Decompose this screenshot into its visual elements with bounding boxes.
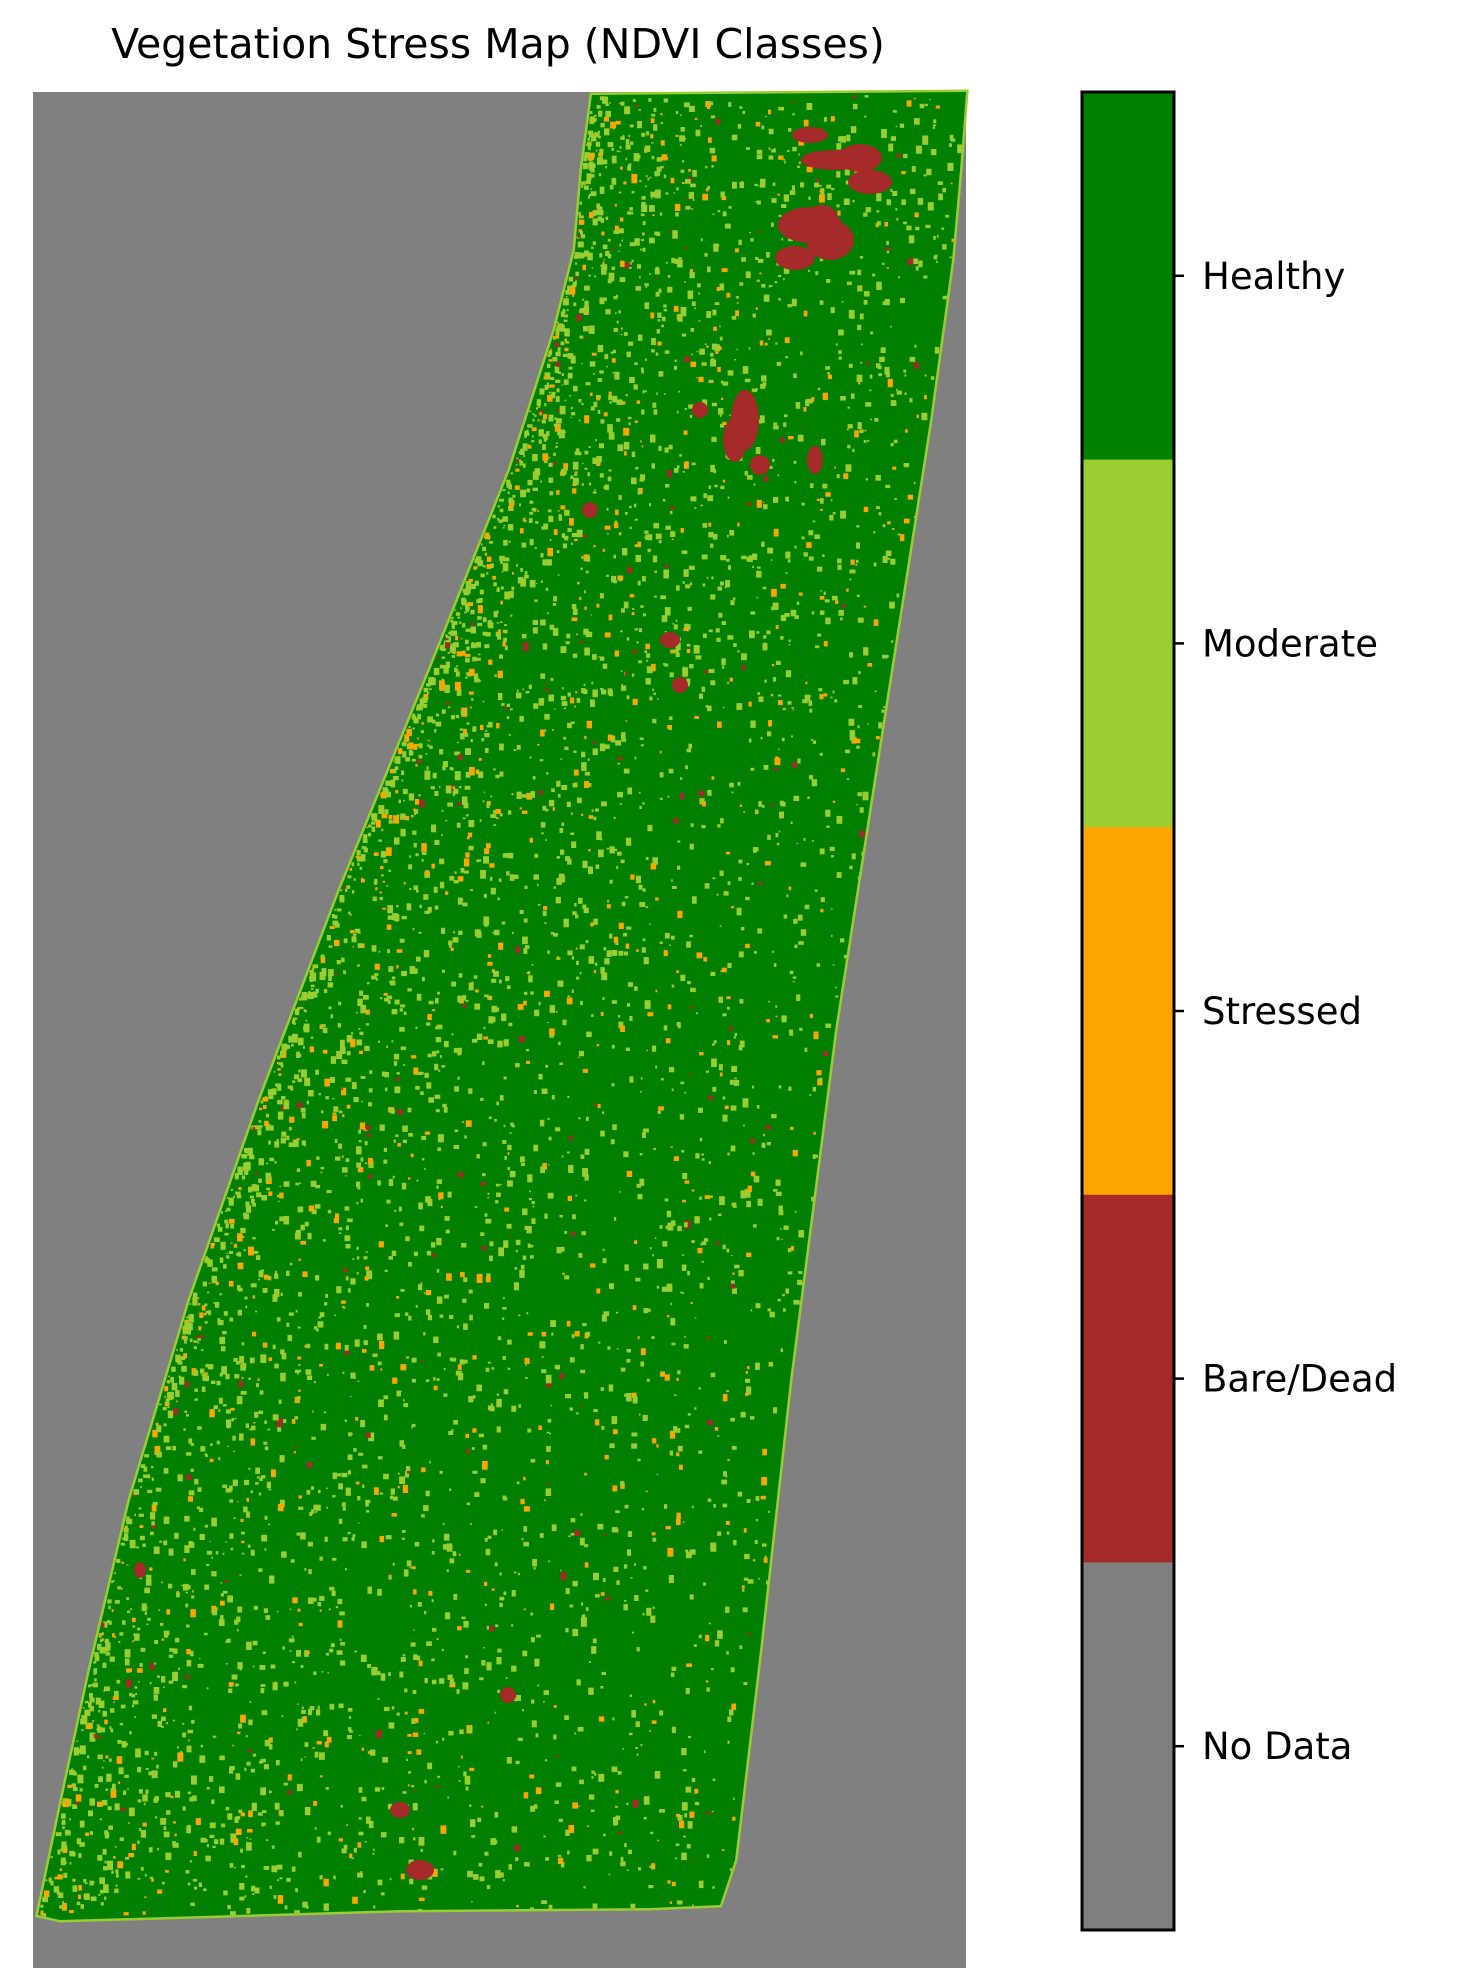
colorbar-label: Bare/Dead [1202, 1358, 1397, 1401]
colorbar-segment-no-data [1082, 1562, 1174, 1931]
colorbar-segment-moderate [1082, 459, 1174, 828]
colorbar-label: Moderate [1202, 622, 1378, 665]
colorbar-segment-healthy [1082, 92, 1174, 461]
map-title: Vegetation Stress Map (NDVI Classes) [111, 20, 885, 68]
colorbar-segment-stressed [1082, 827, 1174, 1196]
colorbar-label: No Data [1202, 1725, 1352, 1768]
map-raster [33, 89, 969, 1968]
colorbar-label: Stressed [1202, 990, 1362, 1033]
colorbar-segment-bare-dead [1082, 1194, 1174, 1563]
bare-dead-patches [134, 127, 892, 1880]
colorbar: Healthy Moderate Stressed Bare/Dead No Data [1080, 90, 1397, 1932]
colorbar-label: Healthy [1202, 255, 1345, 298]
